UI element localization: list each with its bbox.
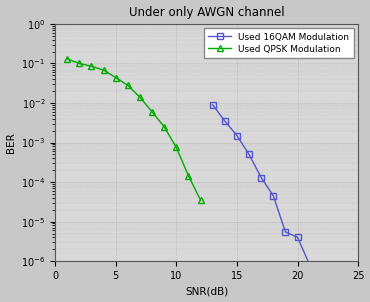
- Used QPSK Modulation: [77, 62, 81, 65]
- Used QPSK Modulation: [162, 125, 166, 129]
- Used QPSK Modulation: [125, 83, 130, 87]
- Used 16QAM Modulation: [259, 176, 263, 179]
- Used QPSK Modulation: [174, 146, 178, 149]
- Y-axis label: BER: BER: [6, 132, 16, 153]
- Used 16QAM Modulation: [271, 194, 276, 198]
- Used 16QAM Modulation: [307, 263, 312, 267]
- Used 16QAM Modulation: [283, 230, 287, 234]
- Used 16QAM Modulation: [247, 153, 251, 156]
- Title: Under only AWGN channel: Under only AWGN channel: [129, 5, 285, 18]
- Used QPSK Modulation: [138, 95, 142, 99]
- Used QPSK Modulation: [65, 57, 70, 61]
- Used QPSK Modulation: [89, 64, 94, 68]
- Line: Used QPSK Modulation: Used QPSK Modulation: [64, 56, 204, 203]
- Used 16QAM Modulation: [211, 103, 215, 107]
- Used 16QAM Modulation: [295, 236, 300, 239]
- Line: Used 16QAM Modulation: Used 16QAM Modulation: [210, 102, 313, 268]
- Legend: Used 16QAM Modulation, Used QPSK Modulation: Used 16QAM Modulation, Used QPSK Modulat…: [204, 28, 354, 58]
- Used QPSK Modulation: [198, 198, 203, 202]
- Used QPSK Modulation: [101, 68, 106, 72]
- Used 16QAM Modulation: [223, 119, 227, 123]
- X-axis label: SNR(dB): SNR(dB): [185, 286, 228, 297]
- Used 16QAM Modulation: [235, 134, 239, 137]
- Used QPSK Modulation: [150, 110, 154, 114]
- Used QPSK Modulation: [186, 174, 191, 178]
- Used QPSK Modulation: [114, 76, 118, 79]
